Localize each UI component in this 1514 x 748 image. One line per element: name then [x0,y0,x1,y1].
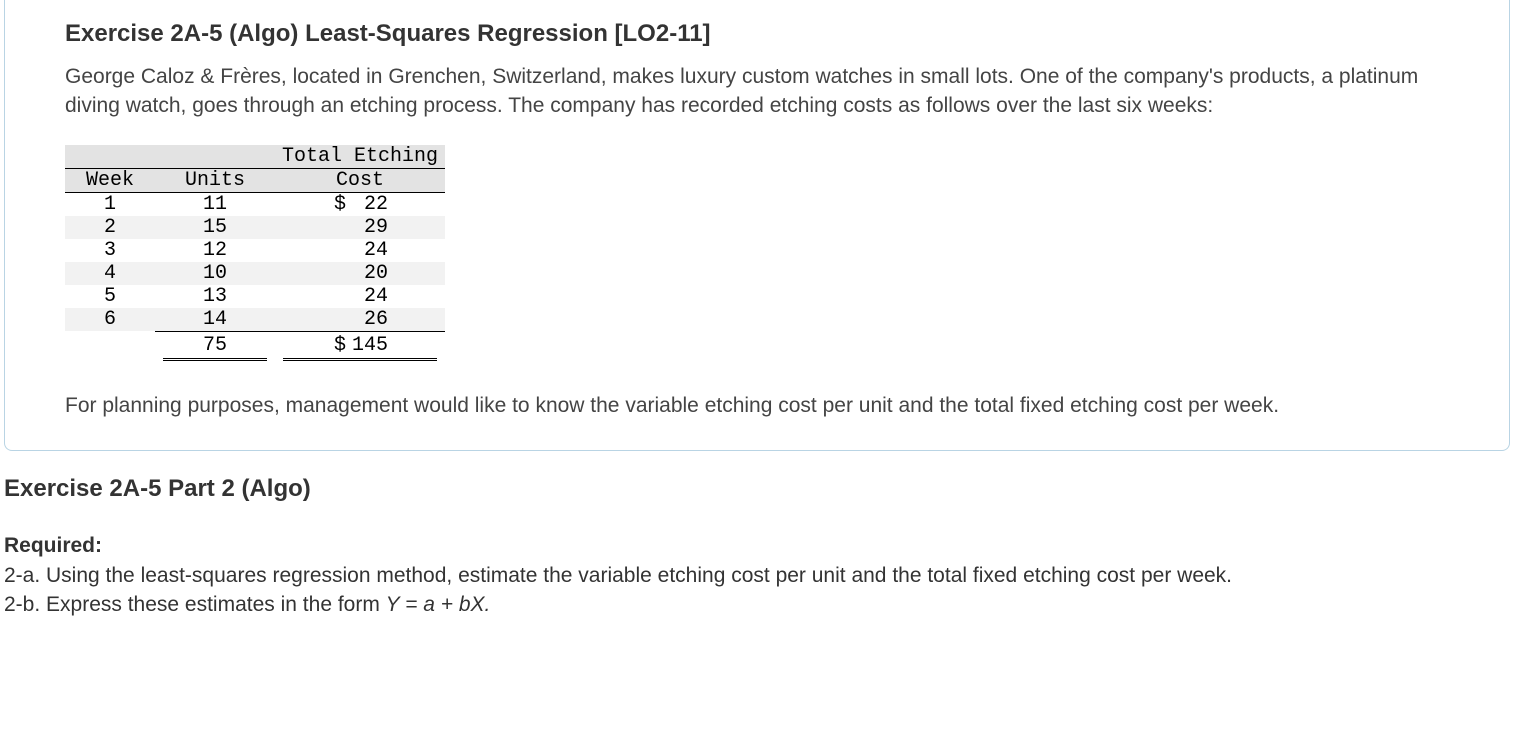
cell-week: 4 [65,262,155,285]
question-2b: 2-b. Express these estimates in the form… [4,590,1510,619]
etching-cost-table: Total Etching Week Units Cost 1 11 $22 2… [65,145,445,363]
table-row: 4 10 20 [65,262,445,285]
col-header-week: Week [65,168,155,192]
cell-week: 1 [65,192,155,216]
cell-units: 10 [155,262,275,285]
cell-units: 12 [155,239,275,262]
cell-units: 14 [155,308,275,332]
question-2b-formula: Y = a + bX. [386,593,491,616]
table-row: 3 12 24 [65,239,445,262]
exercise-title: Exercise 2A-5 (Algo) Least-Squares Regre… [65,20,1449,48]
cell-week: 2 [65,216,155,239]
cell-units: 11 [155,192,275,216]
required-block: Required: 2-a. Using the least-squares r… [4,531,1510,619]
question-2a: 2-a. Using the least-squares regression … [4,561,1510,590]
col-header-units: Units [155,168,275,192]
cell-cost: 29 [275,216,445,239]
table-row: 1 11 $22 [65,192,445,216]
cell-cost: 20 [275,262,445,285]
question-2b-text: 2-b. Express these estimates in the form [4,593,386,616]
cell-week: 3 [65,239,155,262]
table-row: 2 15 29 [65,216,445,239]
table-row: 6 14 26 [65,308,445,332]
required-label: Required: [4,531,1510,560]
cell-cost: 24 [275,285,445,308]
exercise-panel: Exercise 2A-5 (Algo) Least-Squares Regre… [4,0,1510,451]
cell-units: 15 [155,216,275,239]
exercise-intro: George Caloz & Frères, located in Grench… [65,62,1449,121]
exercise-outro: For planning purposes, management would … [65,391,1449,420]
cell-cost-total: $145 [275,331,445,363]
cell-units-total: 75 [155,331,275,363]
col-header-cost-top: Total Etching [275,145,445,169]
cell-cost: 26 [275,308,445,332]
cell-cost: 24 [275,239,445,262]
cell-week: 5 [65,285,155,308]
cell-cost: $22 [275,192,445,216]
cell-week: 6 [65,308,155,332]
table-row: 5 13 24 [65,285,445,308]
cell-units: 13 [155,285,275,308]
col-header-cost: Cost [275,168,445,192]
table-total-row: 75 $145 [65,331,445,363]
part2-title: Exercise 2A-5 Part 2 (Algo) [4,475,1510,503]
